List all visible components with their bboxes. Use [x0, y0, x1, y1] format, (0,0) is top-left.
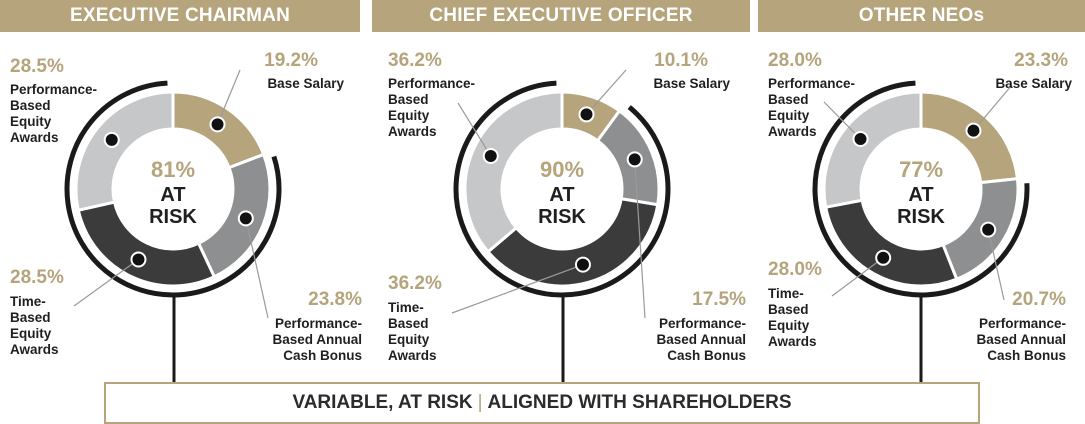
at-risk-arc — [812, 80, 1030, 298]
data-label-percent: 23.3% — [1014, 50, 1068, 71]
center-label: AT — [549, 184, 574, 206]
chart-header-chief-executive-officer: CHIEF EXECUTIVE OFFICER — [372, 0, 750, 32]
data-label-percent: 28.0% — [768, 50, 822, 71]
data-label-percent: 10.1% — [654, 50, 708, 71]
center-label: RISK — [538, 206, 586, 228]
data-label-percent: 36.2% — [388, 273, 442, 294]
data-label-text: Equity — [768, 318, 810, 333]
data-label-text: Based Annual — [272, 332, 362, 347]
data-label-text: Cash Bonus — [667, 348, 746, 363]
footer-right-text: ALIGNED WITH SHAREHOLDERS — [487, 392, 792, 413]
data-label-text: Base Salary — [267, 76, 344, 91]
data-label-text: Awards — [768, 334, 817, 349]
data-label-text: Time- — [768, 286, 804, 301]
leader-line — [634, 159, 646, 319]
center-label: RISK — [897, 206, 945, 228]
slice-marker — [626, 151, 643, 168]
donut-slice — [196, 152, 272, 279]
slice-marker — [965, 122, 982, 139]
leader-line — [216, 69, 241, 125]
data-label-percent: 28.5% — [10, 56, 64, 77]
data-label-text: Performance- — [388, 76, 475, 91]
leader-line — [831, 257, 884, 297]
data-label-text: Equity — [388, 108, 430, 123]
data-label-text: Based Annual — [656, 332, 746, 347]
donut-slice — [822, 90, 923, 209]
data-label-text: Equity — [10, 114, 52, 129]
leader-line — [823, 101, 861, 140]
at-risk-arc — [453, 80, 671, 298]
slice-marker — [574, 256, 591, 273]
data-label-text: Performance- — [10, 82, 97, 97]
center-label: AT — [160, 184, 185, 206]
data-label-text: Performance- — [979, 316, 1066, 331]
center-label: RISK — [149, 206, 197, 228]
data-label-text: Time- — [10, 294, 46, 309]
data-label-text: Based — [768, 302, 809, 317]
data-label-percent: 28.0% — [768, 259, 822, 280]
slice-marker — [209, 116, 226, 133]
center-value: 77% — [899, 157, 943, 182]
footer-banner: VARIABLE, AT RISK | ALIGNED WITH SHAREHO… — [104, 382, 980, 424]
data-label-text: Based Annual — [976, 332, 1066, 347]
data-label-text: Base Salary — [653, 76, 730, 91]
footer-left-text: VARIABLE, AT RISK — [292, 392, 473, 413]
data-label-text: Cash Bonus — [283, 348, 362, 363]
data-label-percent: 36.2% — [388, 50, 442, 71]
data-label-text: Based — [388, 92, 429, 107]
slice-marker — [852, 130, 869, 147]
leader-line — [973, 84, 1013, 131]
leader-line — [457, 102, 492, 157]
data-label-text: Equity — [388, 332, 430, 347]
slice-marker — [578, 106, 595, 123]
center-value: 90% — [540, 157, 584, 182]
donut-slice — [76, 200, 217, 288]
data-label-text: Awards — [388, 124, 437, 139]
data-label-text: Awards — [768, 124, 817, 139]
data-label-text: Awards — [388, 348, 437, 363]
leader-line — [73, 259, 139, 307]
footer-separator: | — [477, 392, 483, 413]
data-label-percent: 28.5% — [10, 267, 64, 288]
data-label-text: Equity — [10, 326, 52, 341]
donut-slice — [74, 90, 175, 212]
data-label-percent: 20.7% — [1012, 289, 1066, 310]
data-label-text: Performance- — [768, 76, 855, 91]
data-label-text: Performance- — [275, 316, 362, 331]
data-label-percent: 17.5% — [692, 289, 746, 310]
leader-line — [451, 264, 584, 314]
at-risk-arc — [64, 80, 282, 298]
slice-marker — [875, 249, 892, 266]
data-label-text: Awards — [10, 342, 59, 357]
slice-marker — [237, 210, 254, 227]
slice-marker — [482, 148, 499, 165]
data-label-percent: 19.2% — [264, 50, 318, 71]
slice-marker — [980, 221, 997, 238]
chart-header-other-neos: OTHER NEOs — [758, 0, 1085, 32]
slice-marker — [130, 251, 147, 268]
data-label-text: Based — [768, 92, 809, 107]
center-value: 81% — [151, 157, 195, 182]
leader-line — [245, 218, 269, 319]
data-label-text: Performance- — [659, 316, 746, 331]
leader-line — [987, 229, 1005, 301]
leader-line — [586, 69, 627, 115]
slice-marker — [103, 131, 120, 148]
data-label-text: Base Salary — [995, 76, 1072, 91]
data-label-text: Time- — [388, 300, 424, 315]
data-label-text: Based — [388, 316, 429, 331]
center-label: AT — [908, 184, 933, 206]
donut-slice — [463, 90, 564, 254]
data-label-text: Based — [10, 98, 51, 113]
donut-slice — [485, 197, 660, 288]
data-label-text: Awards — [10, 130, 59, 145]
chart-header-executive-chairman: EXECUTIVE CHAIRMAN — [0, 0, 360, 32]
data-label-text: Cash Bonus — [987, 348, 1066, 363]
data-label-text: Based — [10, 310, 51, 325]
data-label-percent: 23.8% — [308, 289, 362, 310]
data-label-text: Equity — [768, 108, 810, 123]
